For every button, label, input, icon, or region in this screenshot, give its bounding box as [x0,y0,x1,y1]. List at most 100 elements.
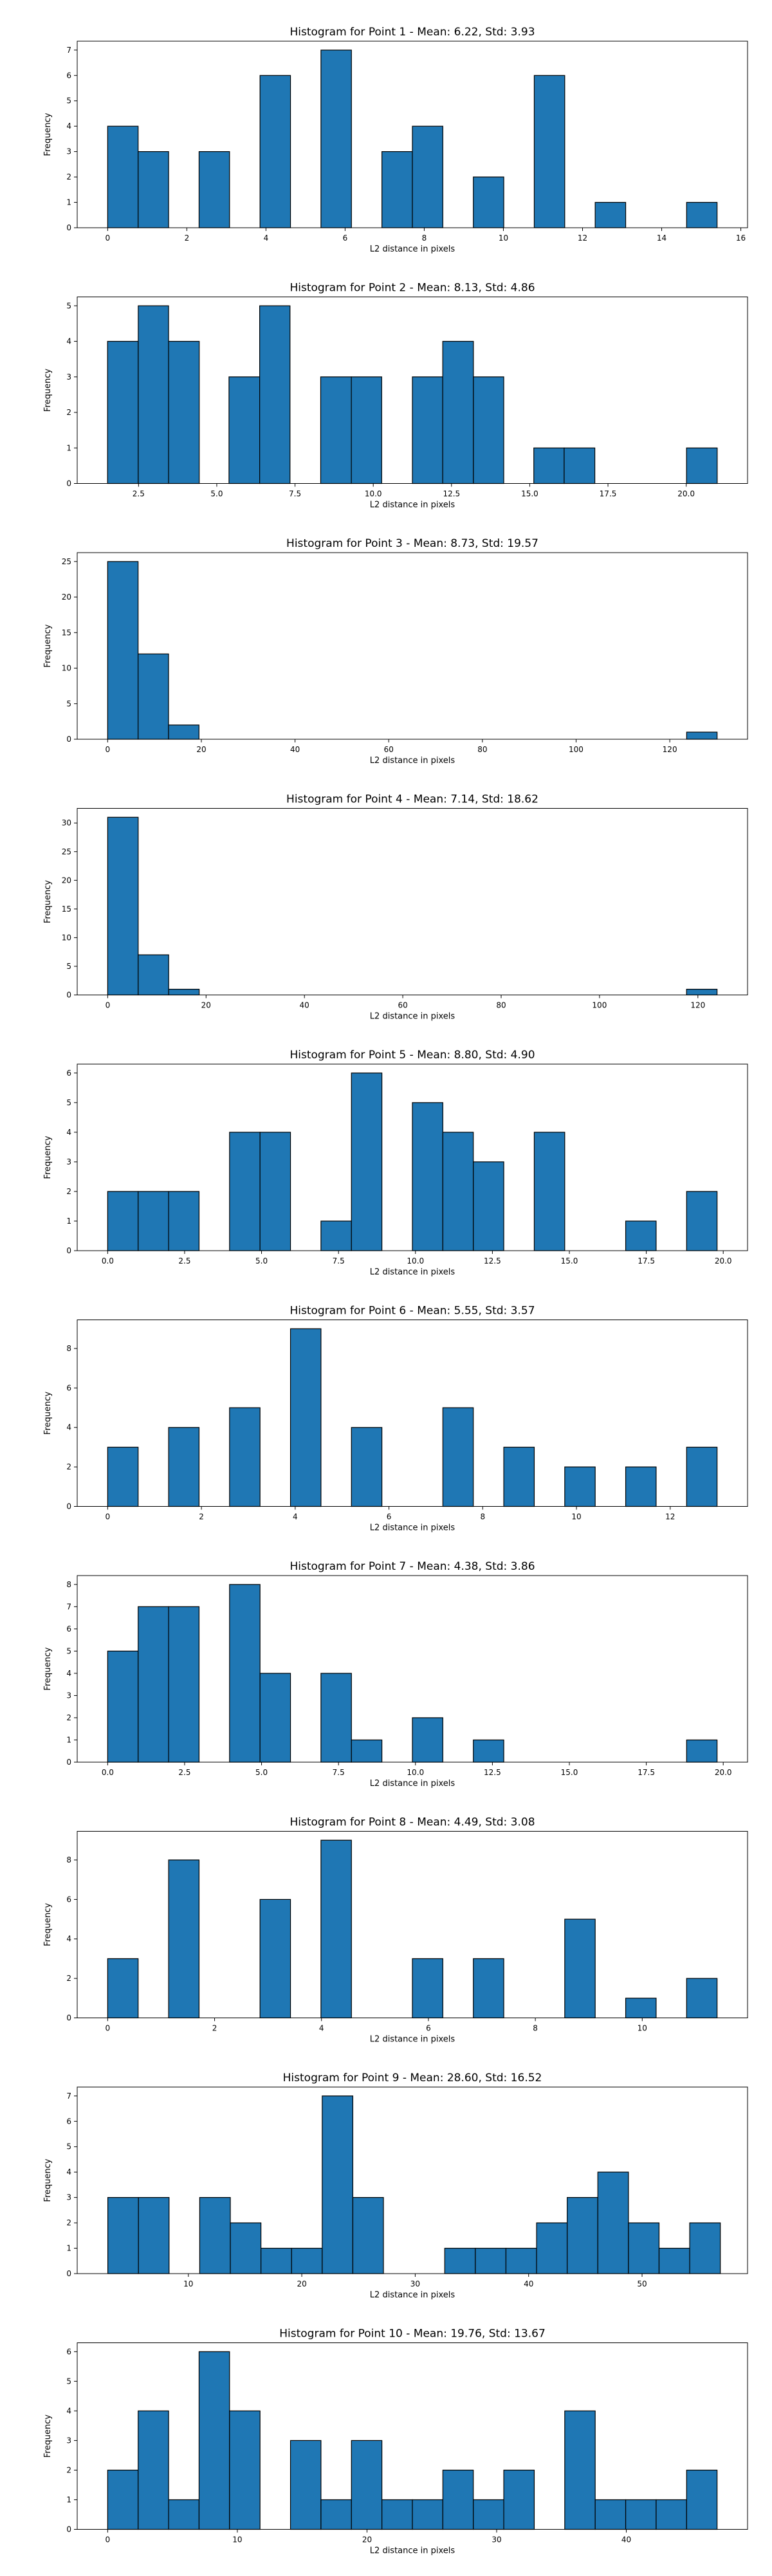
y-tick-label: 5 [66,2377,71,2386]
histogram-bar [686,2469,718,2530]
y-tick-label: 8 [66,1344,71,1353]
x-tick-label: 12 [665,1513,675,1522]
y-tick-label: 1 [66,198,71,207]
x-tick-label: 0.0 [102,1256,114,1265]
x-tick-label: 100 [569,745,584,754]
x-tick-label: 40 [300,1001,309,1010]
x-tick-label: 6 [426,2024,431,2033]
x-tick-label: 17.5 [638,1768,655,1777]
y-tick-label: 1 [66,2244,71,2253]
histogram-bar [168,1427,200,1507]
y-tick-label: 0 [66,1246,71,1255]
histogram-bar [198,2351,230,2530]
histogram-bar [138,954,169,996]
y-tick-label: 5 [66,1098,71,1107]
x-tick-label: 12.5 [443,490,460,499]
y-tick-label: 3 [66,1691,71,1700]
histogram-bar [322,2095,354,2274]
histogram-bar [686,1191,718,1251]
plot-frame [77,1063,748,1251]
x-axis-label: L2 distance in pixels [370,244,455,254]
histogram-panel-5: Histogram for Point 5 - Mean: 8.80, Std:… [43,1049,748,1277]
histogram-bar [412,2499,443,2530]
histogram-bar [625,1220,657,1251]
x-tick-label: 7.5 [333,1768,345,1777]
y-tick-label: 7 [66,46,71,55]
plot-frame [77,808,748,995]
y-axis-label: Frequency [43,2415,53,2458]
x-tick-label: 10 [232,2535,242,2544]
histogram-bar [625,1998,657,2019]
y-axis-label: Frequency [43,113,53,156]
histogram-bar [442,1132,474,1251]
y-tick-label: 3 [66,2436,71,2445]
x-tick-label: 50 [637,2279,647,2288]
histogram-bar [536,2222,568,2274]
x-axis-label: L2 distance in pixels [370,501,455,510]
x-tick-label: 60 [384,745,394,754]
x-tick-label: 15.0 [561,1256,578,1265]
histogram-bar [473,176,504,228]
y-tick-label: 0 [66,1502,71,1511]
x-tick-label: 0 [106,234,111,243]
y-tick-label: 2 [66,408,71,417]
histogram-bar [320,1673,352,1763]
x-tick-label: 2.5 [133,490,145,499]
histogram-bar [138,2197,170,2274]
x-tick-label: 0 [106,1513,111,1522]
x-tick-label: 17.5 [638,1256,655,1265]
histogram-bar [138,1606,169,1763]
x-tick-label: 15.0 [521,490,538,499]
x-tick-label: 20.0 [715,1256,732,1265]
x-tick-label: 8 [533,2024,538,2033]
histogram-bar [107,1650,139,1763]
x-tick-label: 100 [592,1001,607,1010]
y-tick-label: 7 [66,2092,71,2101]
histogram-bar [107,1446,139,1507]
histogram-bar [412,1717,443,1763]
y-tick-label: 4 [66,2406,71,2415]
x-tick-label: 4 [264,234,269,243]
x-tick-label: 20 [362,2535,372,2544]
histogram-bar [625,1466,657,1507]
histogram-bar [503,1446,535,1507]
histogram-bar [533,447,565,484]
histogram-bar [351,1427,383,1507]
plot-frame [77,2086,748,2274]
y-tick-label: 6 [66,2347,71,2356]
histogram-panel-3: Histogram for Point 3 - Mean: 8.73, Std:… [43,537,748,766]
x-tick-label: 40 [621,2535,631,2544]
histogram-bar [168,1191,200,1251]
histogram-bar [352,2197,384,2274]
histogram-bar [320,1839,352,2019]
y-tick-label: 3 [66,2193,71,2202]
histogram-bar [686,988,718,996]
histogram-bar [686,447,718,484]
y-tick-label: 2 [66,2218,71,2227]
histogram-bar [320,1220,352,1251]
histogram-bar [564,1466,596,1507]
histogram-bar [686,1978,718,2019]
y-tick-label: 25 [62,847,71,856]
y-tick-label: 0 [66,735,71,744]
y-tick-label: 1 [66,1735,71,1744]
histogram-bar [229,1407,261,1507]
histogram-bar [290,1328,322,1507]
y-tick-label: 5 [66,1646,71,1655]
y-tick-label: 15 [62,905,71,914]
y-tick-label: 2 [66,1974,71,1983]
x-tick-label: 12.5 [484,1256,501,1265]
x-tick-label: 5.0 [210,490,223,499]
histogram-bar [442,2469,474,2530]
x-tick-label: 40 [290,745,300,754]
x-tick-label: 6 [343,234,348,243]
histogram-bar [381,2499,413,2530]
y-tick-label: 15 [62,628,71,637]
chart-title: Histogram for Point 7 - Mean: 4.38, Std:… [290,1560,535,1573]
histogram-bar [473,1958,504,2019]
histogram-bar [107,125,139,228]
y-tick-label: 1 [66,443,71,452]
histogram-bar [107,1958,139,2019]
y-tick-label: 4 [66,1669,71,1678]
